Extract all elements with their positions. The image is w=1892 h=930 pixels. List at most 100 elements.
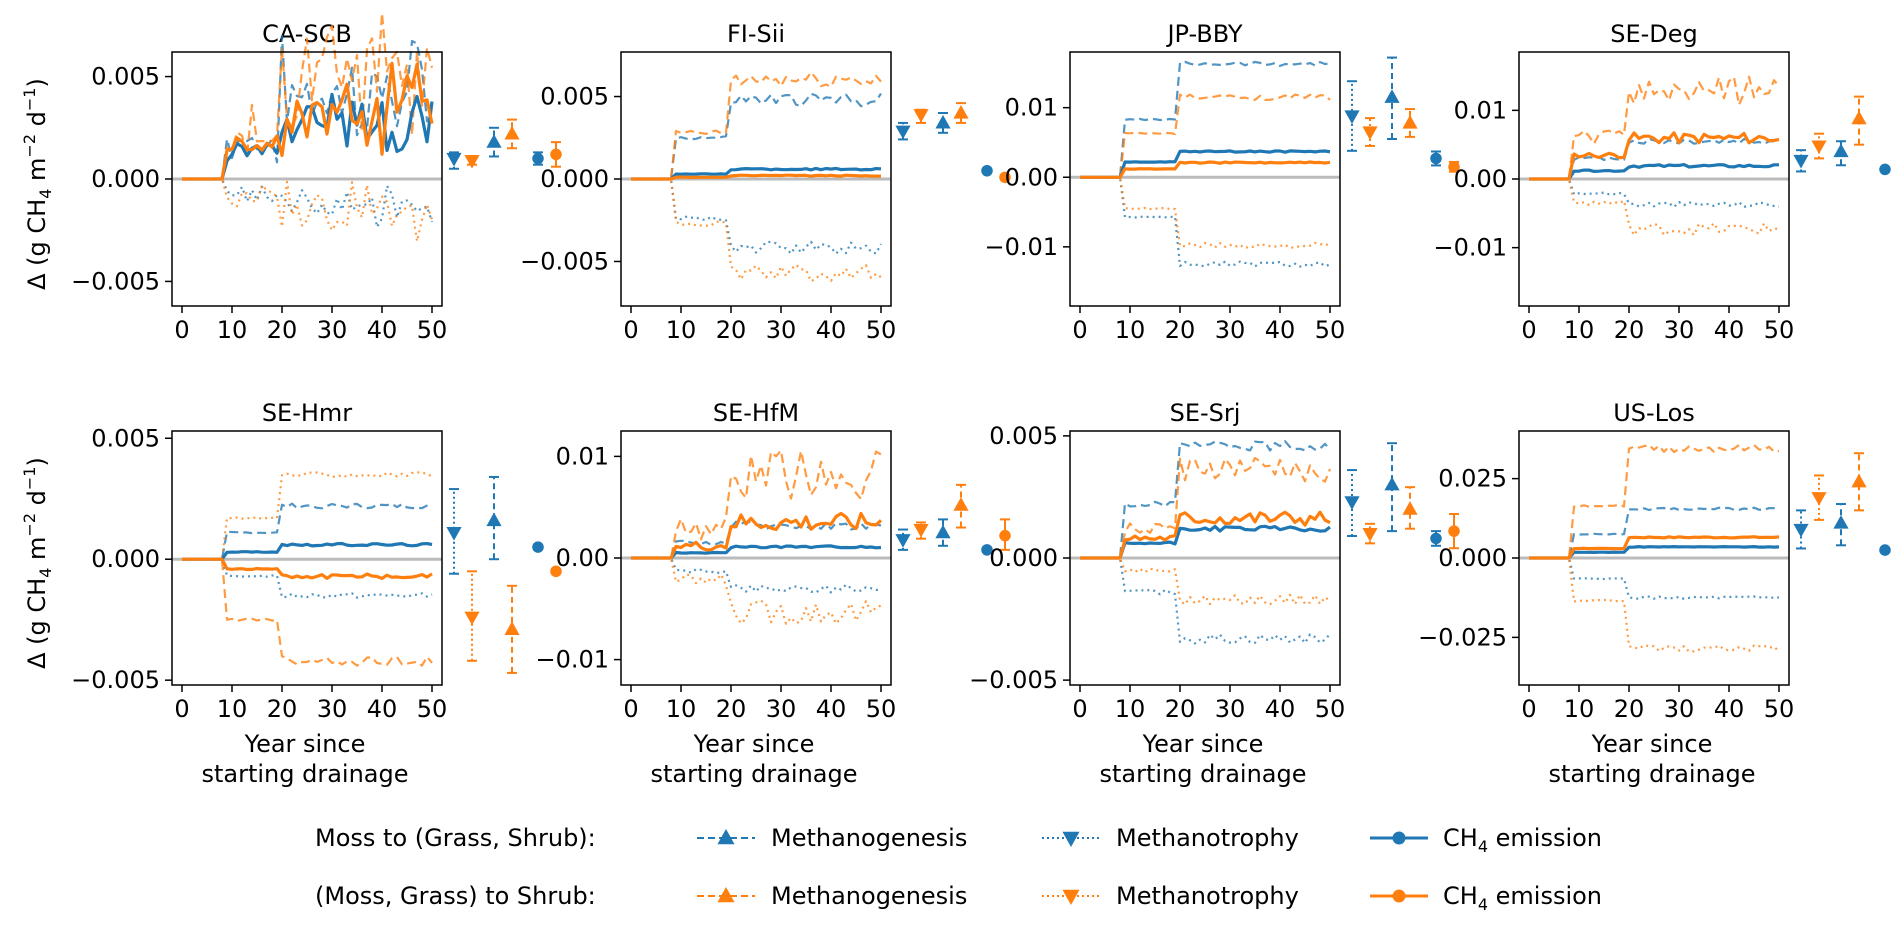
series-line-prod_orange [1529, 443, 1780, 560]
legend-row2-label: (Moss, Grass) to Shrub: [315, 882, 596, 910]
subplot-title: SE-HfM [713, 399, 799, 427]
legend-ch4-emission-blue: CH4 emission [1443, 824, 1602, 856]
y-tick-label: 0.00 [1005, 163, 1058, 191]
subplot-jp-bby: JP-BBY 0 10 20 30 40 50 −0.01 0.00 0.01 [984, 20, 1460, 344]
x-label-line1: Year since [244, 730, 366, 758]
subplot-se-hfm: SE-HfM 0 10 20 30 40 50 −0.01 0.00 0.01 [535, 399, 1011, 723]
x-tick-label: 40 [1714, 316, 1745, 344]
subplot-se-hmr: SE-Hmr 0 10 20 30 40 50 −0.005 0.000 0.005 [71, 399, 562, 723]
errorbar-marker-prod_orange [504, 621, 520, 635]
legend-handle-marker [1392, 889, 1406, 903]
errorbar-marker-oxid_blue [1793, 154, 1809, 169]
legend-row1-label: Moss to (Grass, Shrub): [315, 824, 596, 852]
x-tick-label: 50 [417, 316, 448, 344]
y-tick-label: 0.000 [540, 165, 609, 193]
x-tick-label: 40 [367, 316, 398, 344]
series-line-oxid_orange [1080, 176, 1331, 250]
x-tick-label: 20 [716, 316, 747, 344]
x-tick-label: 20 [1614, 316, 1645, 344]
series-line-oxid_blue [631, 556, 882, 594]
y-tick-label: 0.005 [91, 424, 160, 452]
x-tick-label: 20 [1614, 695, 1645, 723]
errorbar-marker-emis_blue [532, 152, 544, 165]
errorbar-marker-prod_blue [935, 114, 951, 129]
x-tick-label: 30 [766, 316, 797, 344]
legend-methanogenesis-orange: Methanogenesis [771, 882, 967, 910]
errorbar-marker-oxid_blue [446, 152, 462, 167]
errorbar-marker-emis_orange [999, 171, 1011, 184]
x-tick-label: 40 [816, 695, 847, 723]
series-line-prod_blue [1080, 440, 1331, 560]
x-tick-label: 0 [623, 695, 638, 723]
errorbar-marker-prod_orange [1402, 501, 1418, 515]
errorbar-marker-emis_blue [981, 544, 993, 556]
x-tick-label: 30 [317, 695, 348, 723]
y-tick-label: −0.005 [520, 247, 609, 275]
subplot-title: SE-Hmr [262, 399, 352, 427]
errorbar-marker-emis_blue [1430, 532, 1442, 545]
subplot-fi-sii: FI-Sii 0 10 20 30 40 50 −0.005 0.000 0.005 [520, 20, 1011, 344]
y-tick-label: −0.005 [969, 666, 1058, 694]
x-label-line2: starting drainage [201, 760, 408, 788]
x-tick-label: 50 [866, 316, 897, 344]
errorbar-marker-oxid_orange [464, 611, 480, 626]
x-tick-label: 0 [1072, 316, 1087, 344]
x-tick-label: 30 [766, 695, 797, 723]
x-tick-label: 20 [267, 316, 298, 344]
x-tick-label: 0 [623, 316, 638, 344]
subplot-title: SE-Srj [1170, 399, 1241, 427]
series-line-oxid_orange [182, 177, 434, 243]
series-line-prod_orange [631, 449, 882, 560]
series-line-prod_blue [1529, 137, 1780, 181]
series-line-emis_orange [1529, 131, 1780, 181]
errorbar-marker-oxid_blue [1793, 523, 1809, 538]
y-tick-label: −0.01 [1433, 234, 1507, 262]
y-axis-label-row1: Δ (g CH4 m−2 d−1) [20, 78, 55, 290]
series-line-oxid_orange [1529, 556, 1780, 653]
legend-methanogenesis-blue: Methanogenesis [771, 824, 967, 852]
y-tick-label: 0.01 [556, 442, 609, 470]
x-tick-label: 40 [1265, 695, 1296, 723]
x-tick-label: 50 [1764, 316, 1795, 344]
series-line-prod_blue [1529, 506, 1779, 560]
legend-handle-marker [1062, 889, 1080, 905]
y-tick-label: −0.01 [535, 646, 609, 674]
legend-handle-marker [1062, 831, 1080, 847]
series-line-prod_blue [1080, 60, 1331, 179]
series-line-prod_orange [182, 558, 433, 667]
series-line-prod_orange [1080, 93, 1331, 179]
y-tick-label: 0.01 [1454, 96, 1507, 124]
series-line-prod_blue [631, 92, 882, 181]
x-tick-label: 40 [1714, 695, 1745, 723]
y-tick-label: 0.00 [1454, 165, 1507, 193]
errorbar-marker-prod_blue [1833, 143, 1849, 158]
x-label-line1: Year since [1142, 730, 1264, 758]
y-axis-label-row2: Δ (g CH4 m−2 d−1) [20, 457, 55, 669]
errorbar-marker-emis_orange [1448, 161, 1460, 173]
errorbar-marker-oxid_blue [1344, 496, 1360, 510]
errorbar-marker-emis_blue [532, 541, 544, 553]
x-tick-label: 0 [1072, 695, 1087, 723]
series-line-prod_orange [1080, 456, 1332, 560]
series-line-oxid_orange [631, 177, 882, 283]
y-tick-label: 0.025 [1438, 465, 1507, 493]
series-line-emis_blue [182, 541, 433, 561]
x-tick-label: 30 [1215, 316, 1246, 344]
errorbar-marker-emis_orange [550, 565, 562, 578]
errorbar-marker-oxid_orange [464, 154, 480, 169]
x-label-line1: Year since [1591, 730, 1713, 758]
series-line-emis_orange [1080, 510, 1331, 560]
legend-handle-marker [717, 829, 735, 845]
x-tick-label: 10 [1115, 695, 1146, 723]
series-line-emis_orange [631, 173, 881, 181]
x-tick-label: 10 [1564, 316, 1595, 344]
series-line-emis_blue [1080, 524, 1331, 560]
errorbar-marker-emis_orange [1448, 525, 1460, 537]
y-tick-label: 0.000 [91, 165, 160, 193]
errorbar-marker-oxid_blue [1344, 110, 1360, 125]
legend-handle-marker [717, 887, 735, 903]
subplot-se-deg: SE-Deg 0 10 20 30 40 50 −0.01 0.00 0.01 [1433, 20, 1891, 344]
y-tick-label: 0.000 [989, 544, 1058, 572]
legend-ch4-emission-orange: CH4 emission [1443, 882, 1602, 914]
y-tick-label: 0.005 [989, 422, 1058, 450]
